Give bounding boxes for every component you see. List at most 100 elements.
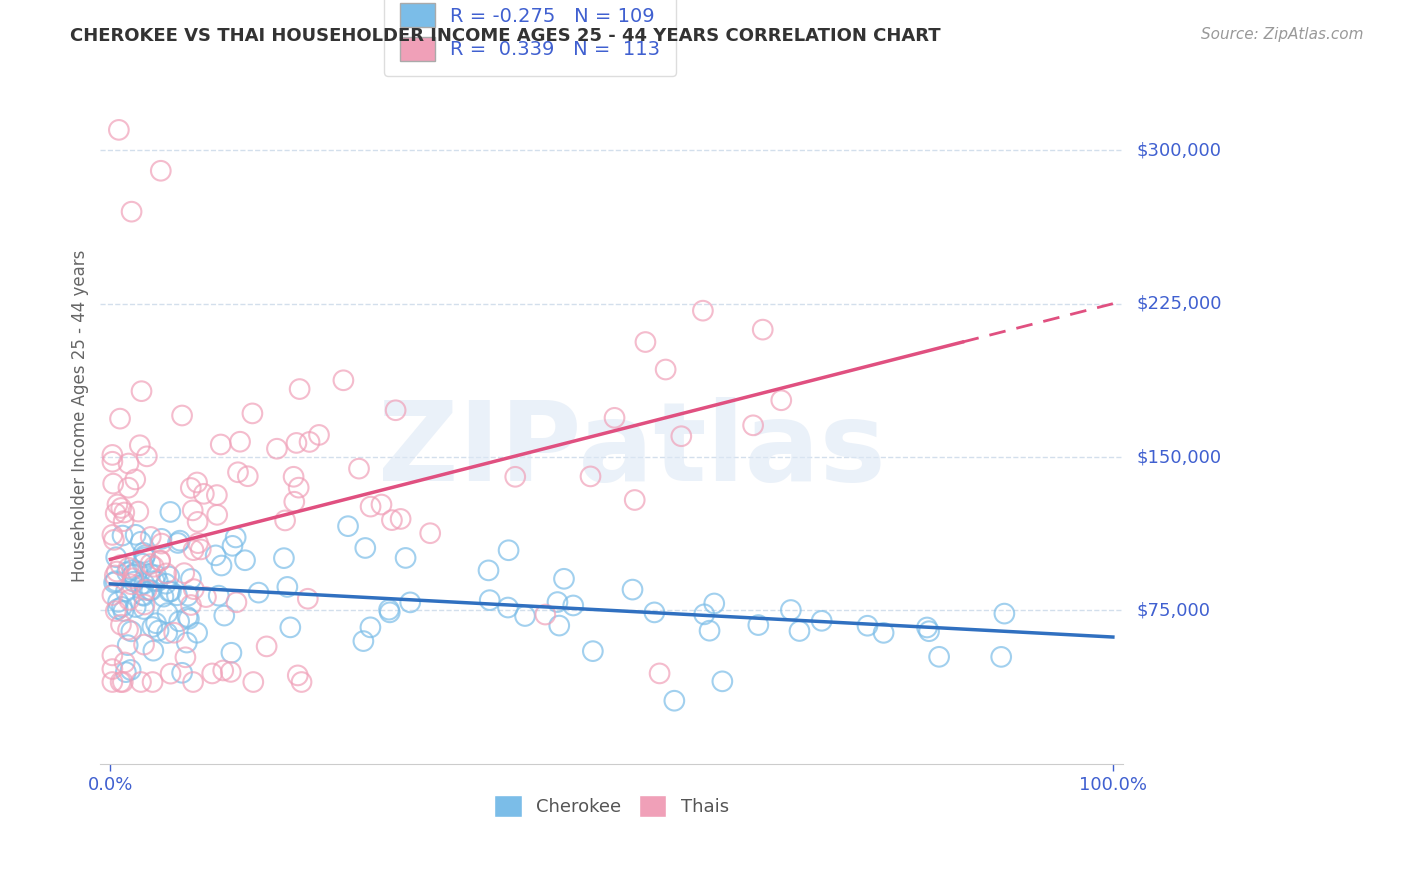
Point xyxy=(548,618,571,632)
Point xyxy=(370,498,392,512)
Point xyxy=(118,593,141,607)
Text: $300,000: $300,000 xyxy=(1137,141,1222,160)
Point xyxy=(671,429,693,443)
Point xyxy=(129,534,152,549)
Point xyxy=(114,656,136,670)
Point xyxy=(419,526,441,541)
Point xyxy=(337,519,360,533)
Point xyxy=(283,469,305,483)
Point xyxy=(205,508,228,522)
Point xyxy=(134,550,156,565)
Point xyxy=(478,593,501,607)
Point xyxy=(603,410,626,425)
Point xyxy=(159,666,181,681)
Point xyxy=(553,572,575,586)
Point xyxy=(107,595,129,609)
Point xyxy=(233,553,256,567)
Point xyxy=(297,591,319,606)
Point xyxy=(167,536,190,550)
Point xyxy=(117,481,139,495)
Point xyxy=(160,584,183,599)
Point xyxy=(225,531,247,545)
Point xyxy=(122,567,145,582)
Point xyxy=(122,574,145,589)
Point xyxy=(354,541,377,555)
Point xyxy=(381,513,404,527)
Point xyxy=(110,500,132,515)
Point xyxy=(141,583,163,598)
Point xyxy=(654,362,676,376)
Y-axis label: Householder Income Ages 25 - 44 years: Householder Income Ages 25 - 44 years xyxy=(72,250,89,582)
Point xyxy=(108,411,131,425)
Point xyxy=(221,539,243,553)
Point xyxy=(142,643,165,657)
Point xyxy=(204,549,226,563)
Point xyxy=(177,589,200,603)
Point xyxy=(579,469,602,483)
Point xyxy=(283,495,305,509)
Point xyxy=(779,603,801,617)
Point xyxy=(142,559,165,574)
Point xyxy=(394,550,416,565)
Point xyxy=(120,663,142,677)
Text: CHEROKEE VS THAI HOUSEHOLDER INCOME AGES 25 - 44 YEARS CORRELATION CHART: CHEROKEE VS THAI HOUSEHOLDER INCOME AGES… xyxy=(70,27,941,45)
Point xyxy=(621,582,644,597)
Point xyxy=(159,505,181,519)
Point xyxy=(703,597,725,611)
Point xyxy=(121,563,143,577)
Point xyxy=(105,565,128,579)
Point xyxy=(186,625,208,640)
Point xyxy=(122,567,145,582)
Text: Source: ZipAtlas.com: Source: ZipAtlas.com xyxy=(1201,27,1364,42)
Point xyxy=(747,618,769,632)
Legend: Cherokee, Thais: Cherokee, Thais xyxy=(488,788,735,824)
Point xyxy=(290,675,312,690)
Point xyxy=(108,123,131,137)
Point xyxy=(124,600,146,615)
Point xyxy=(110,617,132,632)
Point xyxy=(332,373,354,387)
Point xyxy=(112,506,135,520)
Point xyxy=(347,461,370,475)
Point xyxy=(166,588,188,602)
Point xyxy=(352,634,374,648)
Point xyxy=(546,595,568,609)
Point xyxy=(139,557,162,571)
Point xyxy=(498,543,520,558)
Point xyxy=(187,515,209,529)
Point xyxy=(915,620,938,634)
Point xyxy=(101,675,124,690)
Point xyxy=(105,550,128,565)
Point xyxy=(121,204,143,219)
Point xyxy=(129,675,152,690)
Point xyxy=(149,163,172,178)
Point xyxy=(132,588,155,602)
Point xyxy=(211,558,233,573)
Point xyxy=(111,528,134,542)
Point xyxy=(477,563,499,577)
Point xyxy=(150,536,173,550)
Point xyxy=(134,548,156,562)
Point xyxy=(242,675,264,690)
Point xyxy=(214,608,236,623)
Point xyxy=(110,558,132,572)
Point xyxy=(648,666,671,681)
Point xyxy=(101,588,124,602)
Point xyxy=(101,448,124,462)
Point xyxy=(107,602,129,616)
Point xyxy=(148,624,170,638)
Point xyxy=(135,582,157,597)
Point xyxy=(104,506,127,520)
Point xyxy=(193,487,215,501)
Point xyxy=(101,662,124,676)
Point xyxy=(139,583,162,598)
Point xyxy=(399,595,422,609)
Point xyxy=(190,542,212,557)
Point xyxy=(856,618,879,632)
Point xyxy=(115,584,138,599)
Text: $75,000: $75,000 xyxy=(1137,601,1211,619)
Point xyxy=(384,403,406,417)
Point xyxy=(120,624,142,639)
Point xyxy=(664,694,686,708)
Point xyxy=(122,571,145,585)
